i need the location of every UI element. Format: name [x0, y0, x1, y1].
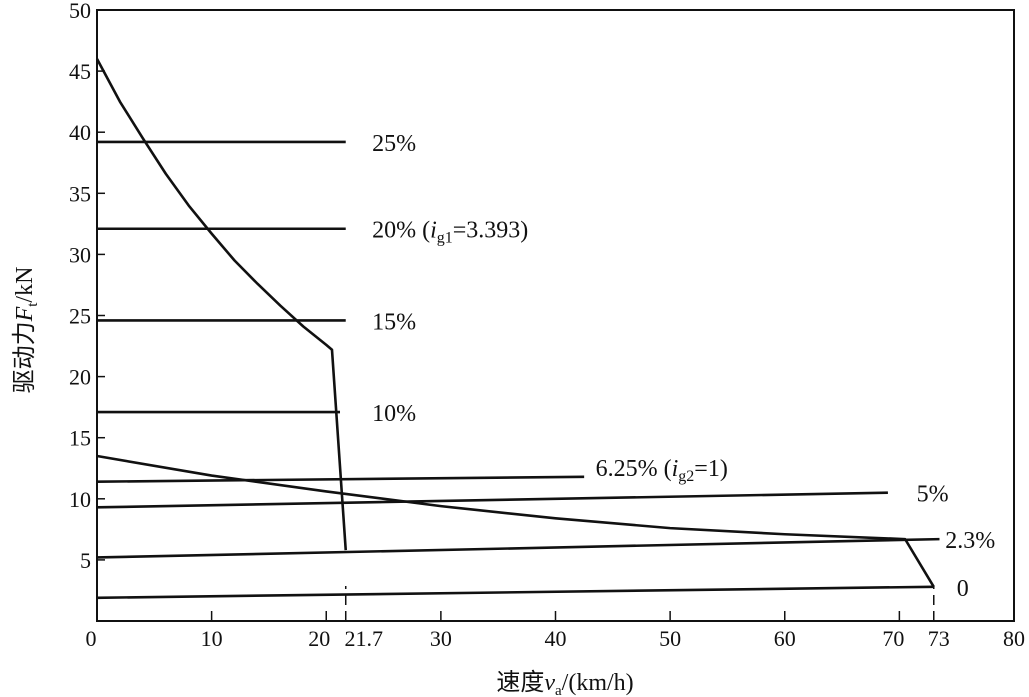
y-tick-label: 35: [69, 181, 91, 206]
y-tick-label: 10: [69, 487, 91, 512]
annotation-label: 20% (ig1=3.393): [372, 218, 528, 247]
x-tick-label: 80: [1003, 626, 1025, 651]
x-tick-label: 0: [86, 626, 97, 651]
chart-marks: [95, 58, 940, 600]
series-line: [95, 58, 348, 551]
x-tick-label: 50: [659, 626, 681, 651]
annotation-label: 2.3%: [945, 528, 995, 554]
chart-labels: 25% 20% (ig1=3.393) 15% 10% 6.25% (ig2=1) 5% 2…: [372, 131, 995, 602]
y-tick-label: 45: [69, 59, 91, 84]
y-axis-label: 驱动力Ft/kN: [11, 267, 41, 394]
y-tick-label: 30: [69, 242, 91, 267]
x-tick-label: 73: [928, 626, 950, 651]
axes: 0 10 20 21.7 30 40 50 60 70 73 80 5 10 15 20 25 30 35 40 45…: [69, 0, 1025, 651]
y-tick-label: 40: [69, 120, 91, 145]
series-line: [96, 475, 585, 483]
annotation-label: 15%: [372, 309, 416, 335]
y-tick-label: 50: [69, 0, 91, 23]
series-line: [96, 454, 935, 588]
annotation-label: 6.25% (ig2=1): [596, 456, 728, 485]
y-tick-label: 25: [69, 304, 91, 329]
annotation-label: 5%: [917, 482, 949, 508]
series-line: [96, 491, 888, 509]
x-axis-label: 速度va/(km/h): [496, 669, 633, 697]
series-line: [96, 585, 934, 600]
plot-frame: [96, 9, 1015, 622]
series-line: [96, 537, 940, 559]
y-tick-label: 20: [69, 365, 91, 390]
x-tick-label: 21.7: [344, 626, 383, 651]
x-tick-label: 20: [308, 626, 330, 651]
x-tick-label: 10: [201, 626, 223, 651]
x-tick-label: 60: [774, 626, 796, 651]
annotation-label: 25%: [372, 131, 416, 157]
x-tick-label: 70: [882, 626, 904, 651]
x-tick-label: 30: [430, 626, 452, 651]
annotation-label: 10%: [372, 401, 416, 427]
y-tick-label: 5: [80, 548, 91, 573]
annotation-label: 0: [957, 576, 969, 602]
x-tick-label: 40: [545, 626, 567, 651]
y-tick-label: 15: [69, 426, 91, 451]
